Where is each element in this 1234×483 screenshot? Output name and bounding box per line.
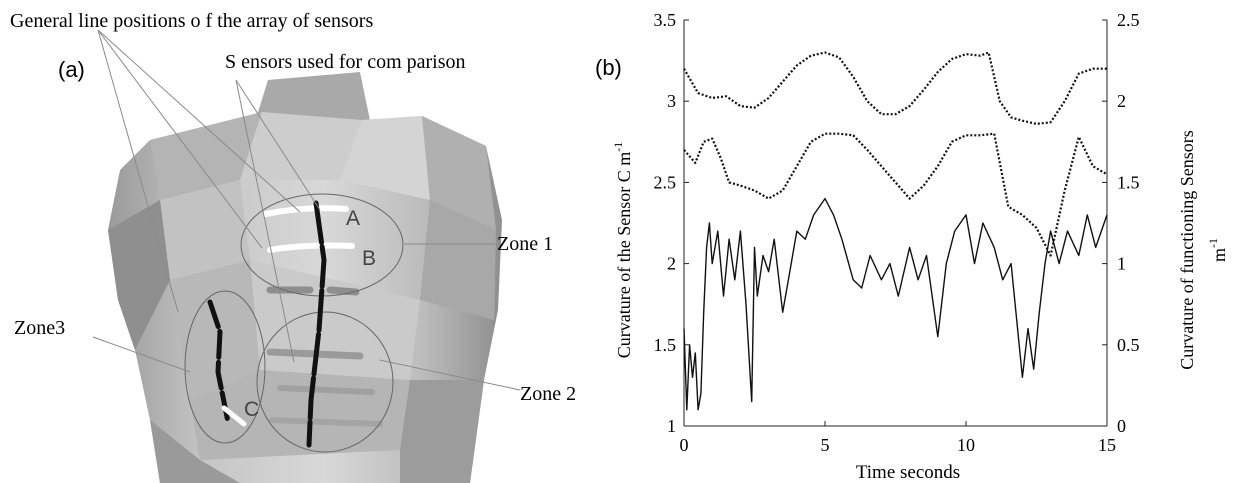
right-axis-label: Curvature of functioning Sensors [1177, 130, 1197, 369]
sensor-b-line [267, 242, 355, 253]
sensor-a-line [263, 205, 349, 217]
x-axis-label: Time seconds [856, 462, 960, 483]
zone3-label: Zone3 [14, 317, 65, 339]
callout-sensors-used: S ensors used for com parison [225, 51, 466, 73]
x-tick-label-1: 5 [821, 435, 830, 455]
zone2-ellipse [256, 311, 394, 453]
curvature-chart: 1 1.5 2 2.5 3 3.5 0 0.5 1 1.5 2 2.5 0 5 10 15 Time se… [611, 10, 1229, 483]
torso-illustration [108, 72, 502, 483]
panel-a-label: (a) [58, 57, 85, 82]
right-tick-label-5: 2.5 [1117, 10, 1140, 30]
x-ticks: 0 5 10 15 [680, 421, 1116, 455]
left-tick-label-0: 1 [667, 416, 676, 436]
left-tick-label-1: 1.5 [654, 335, 677, 355]
left-axis-label-text: Curvature of the Sensor C m [614, 152, 634, 358]
sternum-sensor-array [306, 200, 327, 448]
series-line-2 [683, 197, 1108, 411]
right-tick-label-4: 2 [1117, 91, 1126, 111]
right-axis-unit: m-1 [1206, 238, 1229, 262]
right-tick-label-3: 1.5 [1117, 172, 1140, 192]
right-tick-label-1: 0.5 [1117, 335, 1140, 355]
sensor-c-line [221, 405, 247, 427]
x-tick-label-2: 10 [957, 435, 975, 455]
right-axis-unit-sup: -1 [1206, 238, 1220, 248]
left-tick-label-2: 2 [667, 254, 676, 274]
right-tick-label-0: 0 [1117, 416, 1126, 436]
left-ticks: 1 1.5 2 2.5 3 3.5 [654, 10, 689, 436]
x-tick-label-0: 0 [680, 435, 689, 455]
right-ticks: 0 0.5 1 1.5 2 2.5 [1102, 10, 1140, 436]
series-line-0 [683, 51, 1107, 126]
side-sensor-array [207, 299, 231, 425]
right-axis-unit-text: m [1209, 248, 1229, 262]
series-layer [683, 51, 1108, 411]
sensor-lines [207, 200, 355, 448]
zone2-label: Zone 2 [520, 383, 576, 405]
series-line-1 [683, 132, 1108, 257]
zone3-ellipse [184, 290, 266, 444]
panel-b-label: (b) [595, 55, 622, 80]
left-axis-label-sup: -1 [611, 142, 625, 152]
sensor-c-label: C [244, 398, 259, 421]
left-tick-label-5: 3.5 [654, 10, 677, 30]
zone1-label: Zone 1 [497, 233, 553, 255]
sensor-a-label: A [346, 207, 360, 230]
x-tick-label-3: 15 [1098, 435, 1116, 455]
callout-general-line-positions: General line positions o f the array of … [10, 10, 373, 32]
left-tick-label-4: 3 [667, 91, 676, 111]
callout-leaders [92, 29, 521, 391]
left-axis-label: Curvature of the Sensor C m-1 [611, 142, 634, 358]
left-tick-label-3: 2.5 [654, 172, 677, 192]
right-tick-label-2: 1 [1117, 254, 1126, 274]
sensor-b-label: B [362, 247, 376, 270]
